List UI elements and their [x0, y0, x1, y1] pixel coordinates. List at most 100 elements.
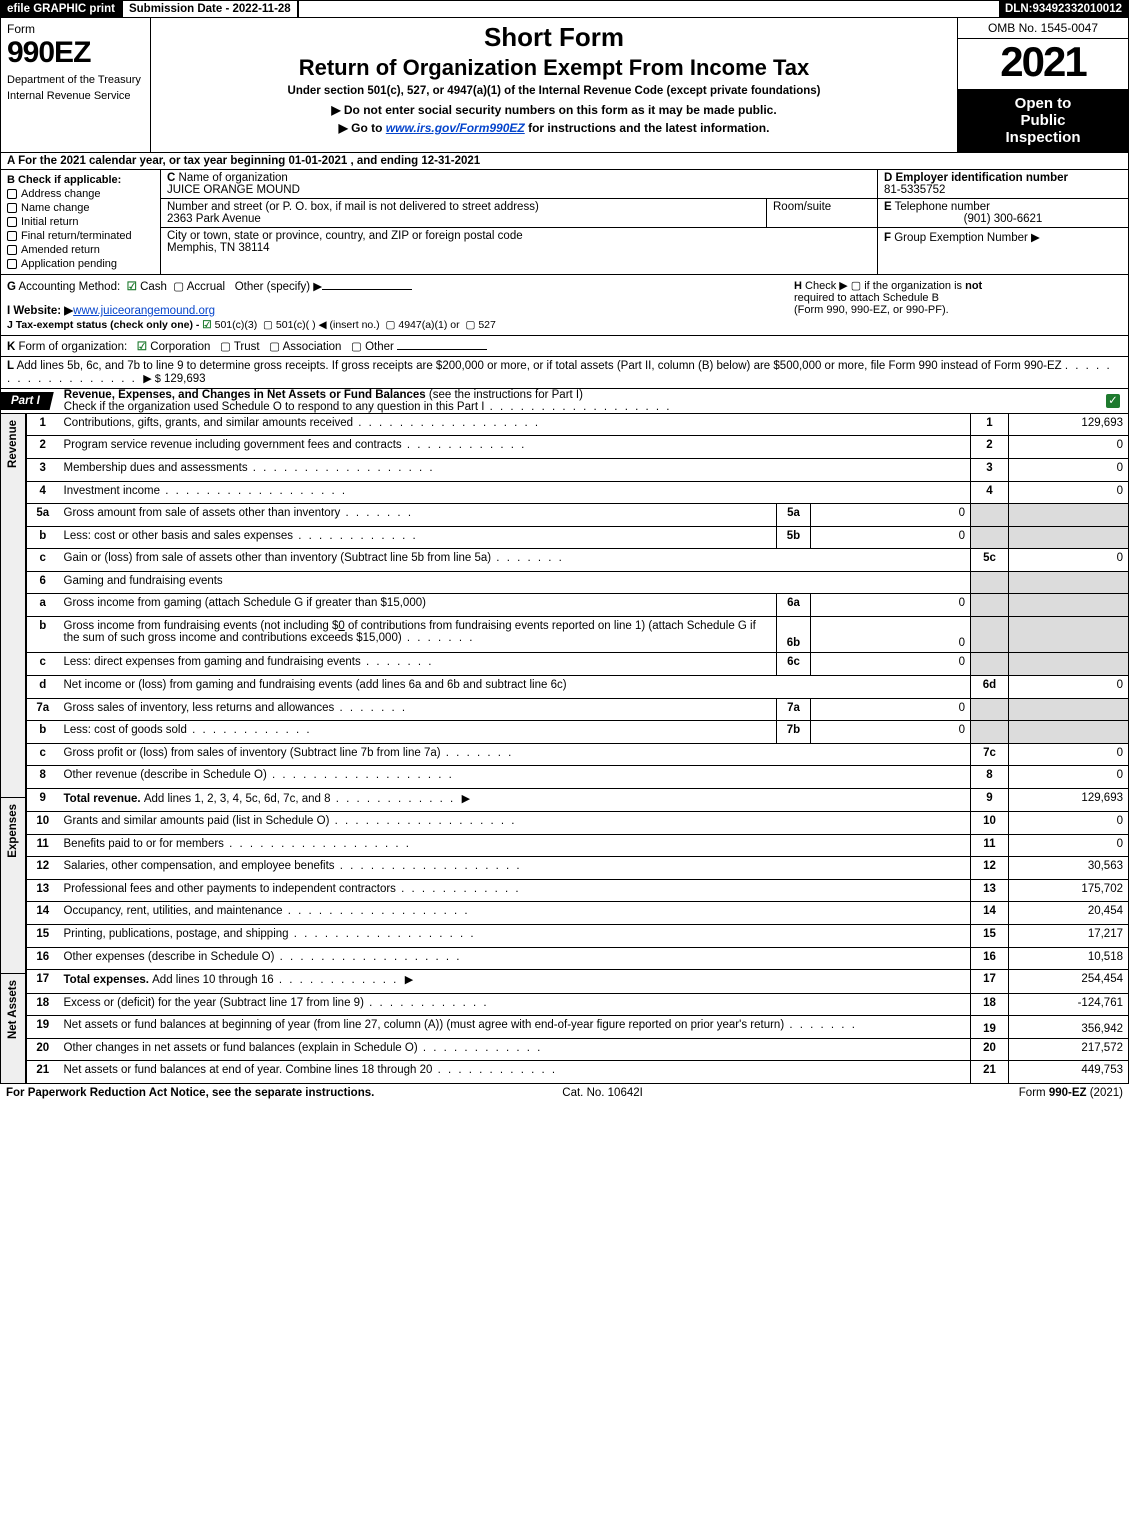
chk-label: Final return/terminated: [21, 230, 132, 242]
j-527: 527: [475, 319, 495, 331]
line-num: 21: [27, 1061, 59, 1084]
line-num: a: [27, 594, 59, 617]
check-icon: ☑: [127, 281, 137, 293]
chk-label: Amended return: [21, 244, 100, 256]
line-6a: aGross income from gaming (attach Schedu…: [27, 594, 1129, 617]
dots: [491, 552, 564, 564]
chk-name-change[interactable]: Name change: [7, 202, 154, 214]
desc-text: Gain or (loss) from sale of assets other…: [64, 552, 492, 564]
k-assoc: Association: [280, 341, 341, 353]
line-ref: 21: [971, 1061, 1009, 1084]
group-exemption-hdr: Group Exemption Number ▶: [891, 232, 1040, 244]
line-val: 254,454: [1009, 970, 1129, 994]
checkbox-icon: [7, 189, 17, 199]
g-accrual: Accrual: [184, 281, 225, 293]
desc-text: Gross income from fundraising events (no…: [64, 620, 339, 632]
line-num: c: [27, 653, 59, 676]
line-val: 356,942: [1009, 1016, 1129, 1039]
line-num: b: [27, 616, 59, 653]
topbar: efile GRAPHIC print Submission Date - 20…: [0, 0, 1129, 18]
checkbox-icon: [7, 217, 17, 227]
ein-cell: D Employer identification number 81-5335…: [878, 170, 1128, 199]
arrow-icon: ▶: [462, 793, 470, 805]
section-bcdef: B Check if applicable: Address change Na…: [0, 170, 1129, 275]
line-ref: 8: [971, 766, 1009, 789]
street-cell: Number and street (or P. O. box, if mail…: [161, 199, 767, 227]
label-a: A: [7, 155, 15, 167]
spacer: [299, 1, 999, 17]
mid-val: 0: [811, 698, 971, 721]
chk-application-pending[interactable]: Application pending: [7, 258, 154, 270]
chk-address-change[interactable]: Address change: [7, 188, 154, 200]
line-desc: Less: direct expenses from gaming and fu…: [59, 653, 777, 676]
chk-label: Address change: [21, 188, 101, 200]
side-tabs: Revenue Expenses Net Assets: [0, 414, 26, 1084]
chk-initial-return[interactable]: Initial return: [7, 216, 154, 228]
shade-cell: [1009, 504, 1129, 527]
line-1: 1Contributions, gifts, grants, and simil…: [27, 414, 1129, 436]
line-num: 6: [27, 571, 59, 594]
line-num: 7a: [27, 698, 59, 721]
row-l: L Add lines 5b, 6c, and 7b to line 9 to …: [0, 357, 1129, 389]
mid-val: 0: [811, 504, 971, 527]
dots: [361, 656, 434, 668]
goto-link[interactable]: www.irs.gov/Form990EZ: [386, 121, 525, 135]
omb-number: OMB No. 1545-0047: [958, 18, 1128, 39]
dots: [289, 928, 476, 940]
label-h: H: [794, 280, 802, 292]
line-ref: 6d: [971, 675, 1009, 698]
part-i-tab: Part I: [1, 392, 54, 410]
shade-cell: [1009, 526, 1129, 549]
line-3: 3Membership dues and assessments30: [27, 458, 1129, 481]
street-row: Number and street (or P. O. box, if mail…: [161, 199, 877, 228]
desc-bold: Total revenue.: [64, 793, 144, 805]
open-to: Open to: [962, 95, 1124, 112]
line-desc: Gross income from gaming (attach Schedul…: [59, 594, 777, 617]
line-num: 5a: [27, 504, 59, 527]
checkbox-icon: [7, 259, 17, 269]
line-ref: 17: [971, 970, 1009, 994]
line-num: 14: [27, 902, 59, 925]
line-val: 0: [1009, 481, 1129, 504]
checked-icon: ✓: [1106, 394, 1120, 408]
line-6b: b Gross income from fundraising events (n…: [27, 616, 1129, 653]
line-desc: Other expenses (describe in Schedule O): [59, 947, 971, 970]
mid-ref: 6b: [777, 616, 811, 653]
l-val: 129,693: [164, 373, 206, 385]
city-hdr: City or town, state or province, country…: [167, 230, 523, 242]
dots: [340, 507, 413, 519]
chk-final-return[interactable]: Final return/terminated: [7, 230, 154, 242]
shade-cell: [1009, 653, 1129, 676]
line-9: 9Total revenue. Add lines 1, 2, 3, 4, 5c…: [27, 788, 1129, 812]
desc-text: Grants and similar amounts paid (list in…: [64, 815, 330, 827]
line-15: 15Printing, publications, postage, and s…: [27, 925, 1129, 948]
shade-cell: [971, 721, 1009, 744]
line-ref: 16: [971, 947, 1009, 970]
line-desc: Net assets or fund balances at beginning…: [59, 1016, 971, 1039]
mid-val: 0: [811, 594, 971, 617]
form-number: 990EZ: [7, 36, 144, 70]
line-desc: Gross income from fundraising events (no…: [59, 616, 777, 653]
line-desc: Gain or (loss) from sale of assets other…: [59, 549, 971, 572]
mid-val: 0: [811, 653, 971, 676]
sidetab-revenue: Revenue: [0, 414, 26, 798]
desc-text: Gross amount from sale of assets other t…: [64, 507, 341, 519]
website-link[interactable]: www.juiceorangemound.org: [73, 305, 215, 317]
line-num: c: [27, 743, 59, 766]
line-desc: Gross profit or (loss) from sales of inv…: [59, 743, 971, 766]
page-footer: For Paperwork Reduction Act Notice, see …: [0, 1084, 1129, 1099]
lines-wrapper: Revenue Expenses Net Assets 1Contributio…: [0, 414, 1129, 1084]
footer-left: For Paperwork Reduction Act Notice, see …: [6, 1087, 374, 1099]
dots: [484, 401, 671, 413]
open-public-badge: Open to Public Inspection: [958, 89, 1128, 152]
h-text1: Check ▶ ▢ if the organization is: [802, 280, 965, 292]
street: 2363 Park Avenue: [167, 213, 261, 225]
col-b-checkboxes: B Check if applicable: Address change Na…: [1, 170, 161, 274]
inspection: Inspection: [962, 129, 1124, 146]
chk-amended-return[interactable]: Amended return: [7, 244, 154, 256]
dots: [335, 860, 522, 872]
arrow-icon: ▶ $: [143, 373, 164, 385]
header-right: OMB No. 1545-0047 2021 Open to Public In…: [958, 18, 1128, 152]
line-ref: 13: [971, 879, 1009, 902]
mid-val: 0: [811, 721, 971, 744]
